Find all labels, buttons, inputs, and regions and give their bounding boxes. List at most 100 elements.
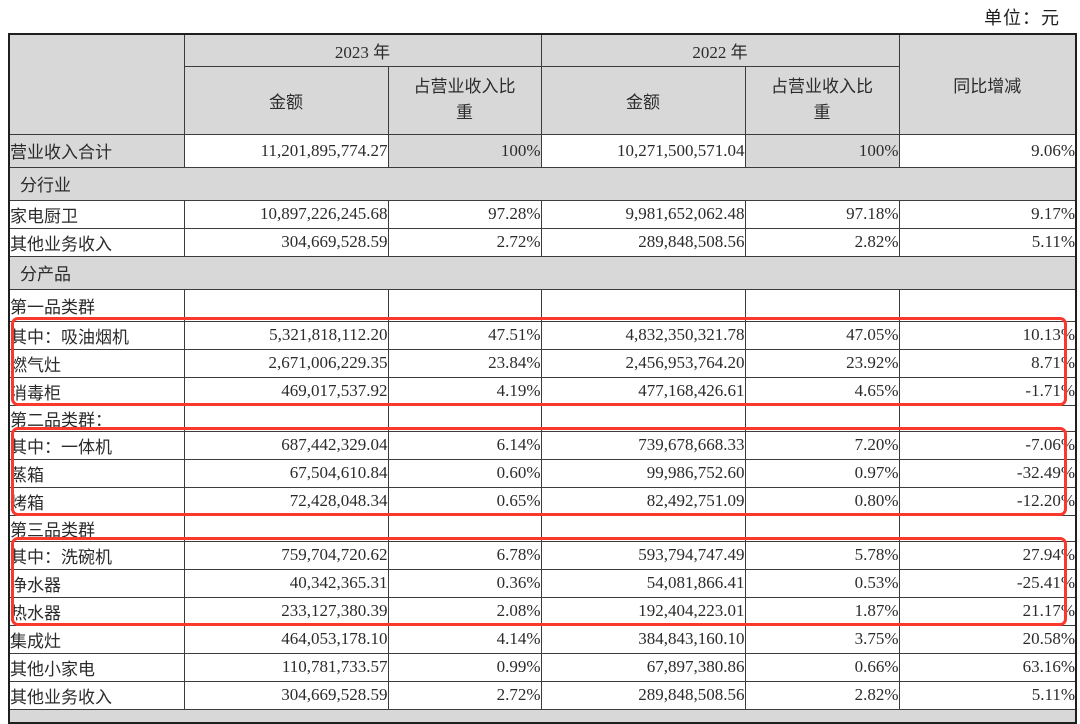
amount-2023: 304,669,528.59	[183, 680, 389, 710]
pct-2023: 2.72%	[387, 680, 542, 710]
amount-2023: 10,897,226,245.68	[183, 199, 389, 229]
amount-2022: 99,986,752.60	[540, 458, 746, 488]
amount-2022	[540, 514, 746, 542]
header-amount-2022: 金额	[540, 65, 746, 135]
yoy-change	[898, 404, 1077, 432]
table-row: 家电厨卫 10,897,226,245.68 97.28% 9,981,652,062…	[8, 199, 1077, 229]
row-label: 燃气灶	[8, 348, 185, 378]
yoy-change: 9.17%	[898, 199, 1077, 229]
yoy-change: -25.41%	[898, 568, 1077, 598]
amount-2023: 2,671,006,229.35	[183, 348, 389, 378]
partial-row	[8, 708, 1077, 724]
pct-2023: 23.84%	[387, 348, 542, 378]
row-label: 其他业务收入	[8, 227, 185, 257]
section-row: 分产品	[8, 255, 1077, 290]
table-row: 烤箱 72,428,048.34 0.65% 82,492,751.09 0.80% -1…	[8, 486, 1077, 516]
row-label: 营业收入合计	[8, 133, 185, 168]
table-row: 燃气灶 2,671,006,229.35 23.84% 2,456,953,764.2…	[8, 348, 1077, 378]
yoy-change	[898, 514, 1077, 542]
pct-2022: 2.82%	[744, 680, 900, 710]
amount-2023: 687,442,329.04	[183, 430, 389, 460]
header-pct-2023: 占营业收入比重	[387, 65, 542, 135]
amount-2023	[183, 404, 389, 432]
table-row: 蒸箱 67,504,610.84 0.60% 99,986,752.60 0.97% -3…	[8, 458, 1077, 488]
pct-2022: 0.80%	[744, 486, 900, 516]
amount-2022: 289,848,508.56	[540, 227, 746, 257]
header-yoy-change: 同比增减	[898, 33, 1077, 135]
table-row: 第一品类群	[8, 288, 1077, 322]
amount-2023	[183, 514, 389, 542]
header-row-years: 2023 年 2022 年 同比增减	[8, 33, 1077, 135]
amount-2023: 40,342,365.31	[183, 568, 389, 598]
yoy-change: 10.13%	[898, 320, 1077, 350]
yoy-change: 27.94%	[898, 540, 1077, 570]
partial-cell	[8, 708, 1077, 724]
pct-2022: 5.78%	[744, 540, 900, 570]
amount-2022: 9,981,652,062.48	[540, 199, 746, 229]
table-row: 消毒柜 469,017,537.92 4.19% 477,168,426.61 4.65…	[8, 376, 1077, 406]
amount-2022: 593,794,747.49	[540, 540, 746, 570]
amount-2023	[183, 288, 389, 322]
table-row: 其他小家电 110,781,733.57 0.99% 67,897,380.86 0.6…	[8, 652, 1077, 682]
amount-2022: 192,404,223.01	[540, 596, 746, 626]
pct-2022: 4.65%	[744, 376, 900, 406]
amount-2023: 469,017,537.92	[183, 376, 389, 406]
amount-2023: 233,127,380.39	[183, 596, 389, 626]
pct-2023: 0.99%	[387, 652, 542, 682]
yoy-change: -1.71%	[898, 376, 1077, 406]
pct-2022: 0.53%	[744, 568, 900, 598]
yoy-change: -32.49%	[898, 458, 1077, 488]
header-pct-2022: 占营业收入比重	[744, 65, 900, 135]
amount-2022: 2,456,953,764.20	[540, 348, 746, 378]
amount-2022: 739,678,668.33	[540, 430, 746, 460]
pct-2022: 100%	[744, 133, 900, 168]
pct-2023	[387, 404, 542, 432]
yoy-change: 9.06%	[898, 133, 1077, 168]
header-pct-2023-text: 占营业收入比重	[413, 76, 516, 122]
table-row: 营业收入合计 11,201,895,774.27 100% 10,271,500,57…	[8, 133, 1077, 168]
pct-2022	[744, 404, 900, 432]
amount-2023: 304,669,528.59	[183, 227, 389, 257]
pct-2023: 4.14%	[387, 624, 542, 654]
amount-2023: 110,781,733.57	[183, 652, 389, 682]
header-row-measures: 金额 占营业收入比重 金额 占营业收入比重	[9, 65, 1076, 135]
table-row: 净水器 40,342,365.31 0.36% 54,081,866.41 0.53% -…	[8, 568, 1077, 598]
row-label: 其他小家电	[8, 652, 185, 682]
pct-2023: 47.51%	[387, 320, 542, 350]
revenue-table-wrapper: 2023 年 2022 年 同比增减 金额 占营业收入比重 金额 占营业收入比重…	[8, 33, 1077, 724]
revenue-table: 2023 年 2022 年 同比增减 金额 占营业收入比重 金额 占营业收入比重…	[8, 33, 1077, 724]
amount-2022: 289,848,508.56	[540, 680, 746, 710]
pct-2023: 0.60%	[387, 458, 542, 488]
amount-2022: 82,492,751.09	[540, 486, 746, 516]
row-label: 其中：吸油烟机	[8, 320, 185, 350]
pct-2023: 6.78%	[387, 540, 542, 570]
yoy-change: 20.58%	[898, 624, 1077, 654]
header-amount-2023: 金额	[183, 65, 389, 135]
row-label: 第三品类群	[8, 514, 185, 542]
row-label: 第一品类群	[8, 288, 185, 322]
yoy-change: 21.17%	[898, 596, 1077, 626]
header-year-2022: 2022 年	[540, 33, 900, 67]
pct-2023: 4.19%	[387, 376, 542, 406]
row-label: 热水器	[8, 596, 185, 626]
table-row: 其中：一体机 687,442,329.04 6.14% 739,678,668.33 7…	[8, 430, 1077, 460]
row-label: 集成灶	[8, 624, 185, 654]
amount-2023: 67,504,610.84	[183, 458, 389, 488]
section-row: 分行业	[8, 166, 1077, 201]
yoy-change	[898, 288, 1077, 322]
pct-2022: 0.66%	[744, 652, 900, 682]
pct-2022: 47.05%	[744, 320, 900, 350]
pct-2023: 2.08%	[387, 596, 542, 626]
header-pct-2022-text: 占营业收入比重	[771, 76, 873, 122]
row-label: 第二品类群：	[8, 404, 185, 432]
yoy-change: -12.20%	[898, 486, 1077, 516]
unit-label: 单位：元	[984, 8, 1060, 28]
amount-2022: 4,832,350,321.78	[540, 320, 746, 350]
yoy-change: -7.06%	[898, 430, 1077, 460]
row-label: 其中：洗碗机	[8, 540, 185, 570]
table-row: 其中：洗碗机 759,704,720.62 6.78% 593,794,747.49 5…	[8, 540, 1077, 570]
pct-2022: 1.87%	[744, 596, 900, 626]
header-empty-cell	[8, 33, 185, 135]
amount-2022	[540, 288, 746, 322]
table-row: 第三品类群	[8, 514, 1077, 542]
